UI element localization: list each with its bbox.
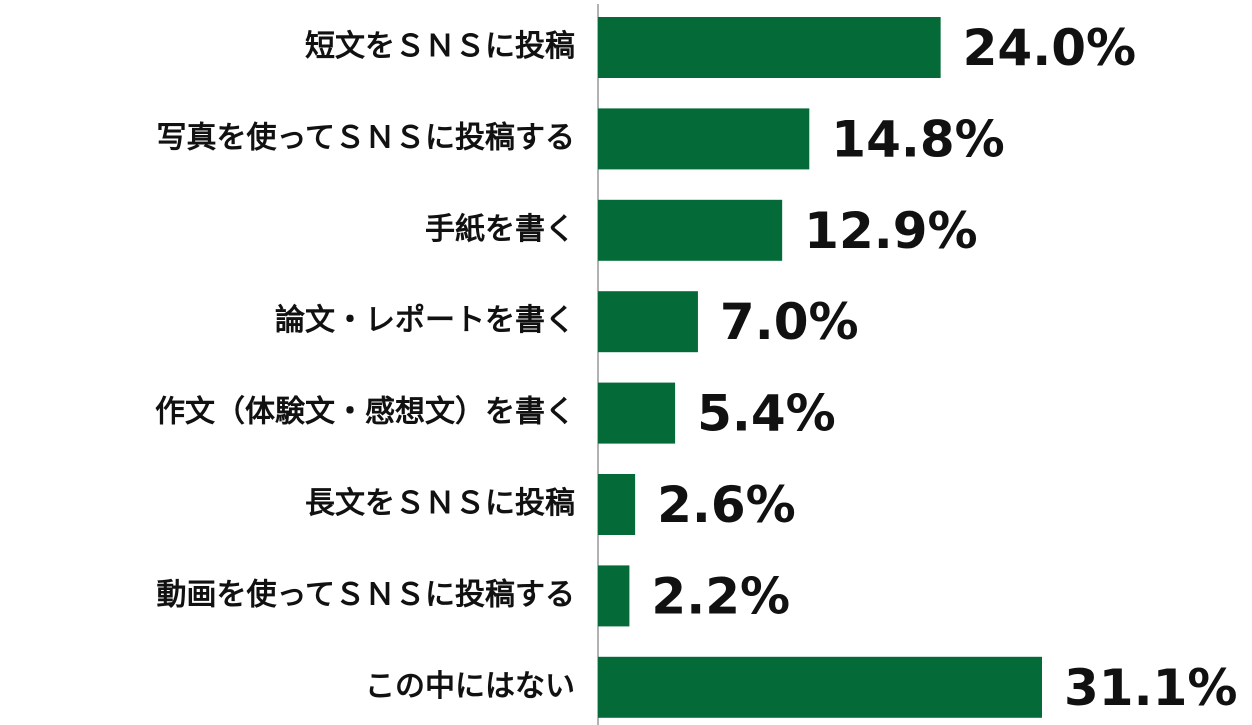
category-label: 長文をＳＮＳに投稿 (305, 486, 575, 521)
bar (598, 382, 676, 444)
value-label: 31.1% (1064, 659, 1237, 717)
category-label: 論文・レポートを書く (275, 303, 575, 338)
bar (598, 565, 630, 627)
category-label: 写真を使ってＳＮＳに投稿する (157, 120, 576, 155)
value-label: 2.2% (651, 567, 790, 625)
bar (598, 199, 783, 261)
value-label: 12.9% (804, 202, 977, 260)
category-label: 手紙を書く (425, 212, 575, 247)
bar (598, 474, 636, 535)
value-label: 2.6% (657, 476, 796, 534)
bar (598, 656, 1042, 718)
category-label: 短文をＳＮＳに投稿 (305, 29, 575, 64)
category-label: 作文（体験文・感想文）を書く (155, 395, 575, 430)
value-label: 7.0% (720, 293, 859, 351)
category-label: 動画を使ってＳＮＳに投稿する (157, 577, 576, 612)
bar (598, 108, 810, 170)
bar (598, 17, 941, 78)
category-label: この中にはない (365, 669, 575, 704)
value-label: 5.4% (697, 385, 836, 443)
value-label: 24.0% (963, 19, 1136, 77)
value-label: 14.8% (831, 110, 1004, 168)
bar (598, 291, 698, 353)
